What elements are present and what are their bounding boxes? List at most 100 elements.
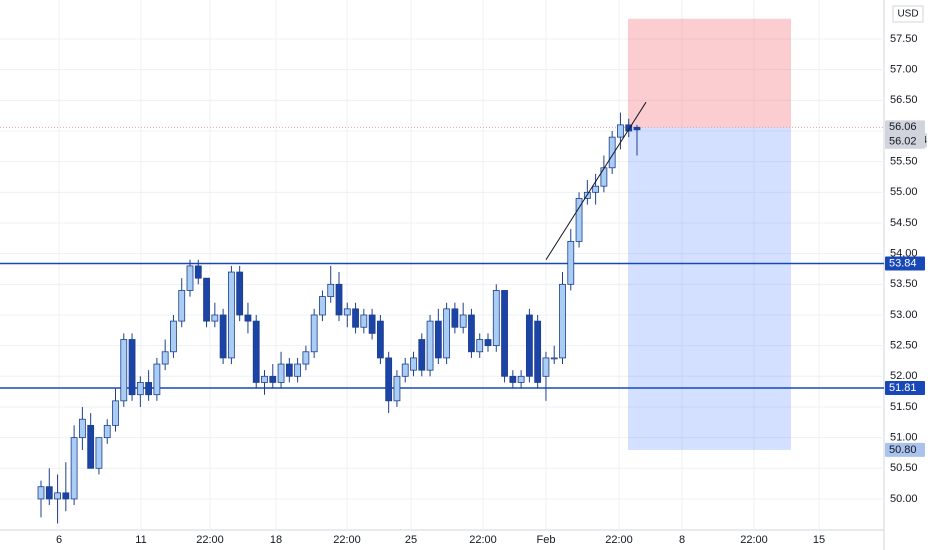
candle-body: [575, 198, 583, 242]
axes: 50.00 50.50 51.00 51.50 52.00 52.50 53.00 53.50…: [56, 5, 927, 546]
candle-body: [410, 357, 417, 371]
candle-body: [103, 424, 111, 439]
candle-body: [78, 418, 86, 439]
position-tool: [0, 18, 884, 450]
candle-body: [393, 375, 401, 402]
candle-body: [285, 363, 293, 377]
candle-body: [360, 314, 368, 328]
level-label-bg: [885, 380, 925, 395]
x-tick-label: 22:00: [740, 534, 768, 546]
target-zone: [628, 127, 791, 450]
y-tick-label: 52.00: [890, 370, 918, 382]
y-tick-label: 52.50: [890, 340, 918, 352]
candle-body: [617, 124, 624, 138]
candle-body: [269, 375, 277, 383]
candle-body: [592, 185, 600, 193]
currency-box: [892, 5, 924, 23]
plot: [0, 101, 884, 524]
candle-body: [509, 375, 517, 383]
level-label: 53.84: [889, 257, 917, 269]
x-tick-label: 6: [56, 534, 62, 546]
candle-body: [376, 320, 384, 359]
x-tick-label: 25: [405, 534, 417, 546]
candle-body: [136, 382, 144, 396]
y-tick-label: 53.00: [890, 309, 918, 321]
candle-body: [625, 124, 633, 132]
candle-body: [525, 314, 533, 377]
candle-body: [87, 424, 95, 469]
target-label-bg: [885, 442, 925, 457]
candle-body: [476, 339, 484, 353]
candle-body: [319, 296, 326, 316]
candle-body: [62, 492, 70, 500]
grid: [0, 0, 884, 530]
candle-body: [203, 277, 210, 322]
candle-body: [186, 265, 194, 291]
candle-body: [368, 314, 376, 334]
y-tick-label: 53.50: [890, 278, 918, 290]
x-tick-label: 15: [813, 534, 825, 546]
candle-body: [236, 271, 244, 316]
candle-body: [559, 283, 566, 359]
candle-body: [227, 271, 235, 359]
candle-body: [194, 265, 202, 279]
target-label: 50.80: [889, 444, 917, 456]
candle-body: [352, 308, 359, 328]
x-tick-label: Feb: [537, 534, 556, 546]
x-tick-label: 22:00: [333, 534, 361, 546]
candle-body: [219, 314, 227, 359]
candle-body: [534, 320, 542, 383]
candle-body: [170, 320, 177, 353]
candle-body: [302, 351, 310, 365]
candle-body: [418, 339, 426, 371]
candle-body: [120, 339, 128, 402]
candle-body: [633, 126, 641, 131]
candle-body: [501, 290, 508, 377]
candle-body: [385, 357, 393, 402]
candle-body: [277, 363, 285, 383]
candle-body: [542, 357, 550, 377]
candle-body: [492, 290, 500, 347]
entry-label: 56.06: [889, 121, 917, 133]
y-tick-label: 51.50: [890, 401, 918, 413]
candle-body: [70, 437, 78, 500]
y-tick-label: 50.00: [890, 493, 918, 505]
candle-body: [434, 320, 442, 359]
candle-body: [45, 486, 53, 500]
x-tick-label: 8: [679, 534, 685, 546]
candle-body: [608, 136, 616, 169]
candle-body: [600, 167, 608, 187]
candle-body: [128, 339, 136, 396]
candle-body: [310, 314, 318, 353]
y-tick-label: 51.00: [890, 432, 918, 444]
trend-line: [545, 101, 647, 261]
candle-body: [550, 357, 558, 360]
candle-body: [112, 400, 119, 426]
y-tick-label: 57.00: [890, 64, 918, 76]
y-tick-label: 54.50: [890, 217, 918, 229]
candle-body: [443, 308, 451, 359]
candle-body: [459, 314, 467, 328]
candle-body: [261, 375, 268, 383]
candle-body: [153, 363, 161, 396]
candle-body: [294, 363, 302, 377]
candle-body: [484, 339, 492, 347]
candle-body: [145, 382, 153, 396]
candle-body: [161, 351, 169, 365]
x-tick-label: 18: [270, 534, 282, 546]
candle-body: [95, 437, 103, 469]
candle-body: [451, 308, 459, 328]
candle-body: [567, 240, 575, 285]
currency: USD: [897, 9, 918, 20]
y-tick-label: 56.50: [890, 94, 918, 106]
candle-body: [517, 375, 525, 383]
x-tick-label: 22:00: [196, 534, 224, 546]
last-price: 56.02: [889, 136, 917, 148]
candle-body: [37, 486, 45, 500]
level-label: 51.81: [889, 382, 917, 394]
y-tick-label: 50.50: [890, 462, 918, 474]
candle-body: [468, 314, 475, 353]
candle-body: [426, 320, 434, 371]
